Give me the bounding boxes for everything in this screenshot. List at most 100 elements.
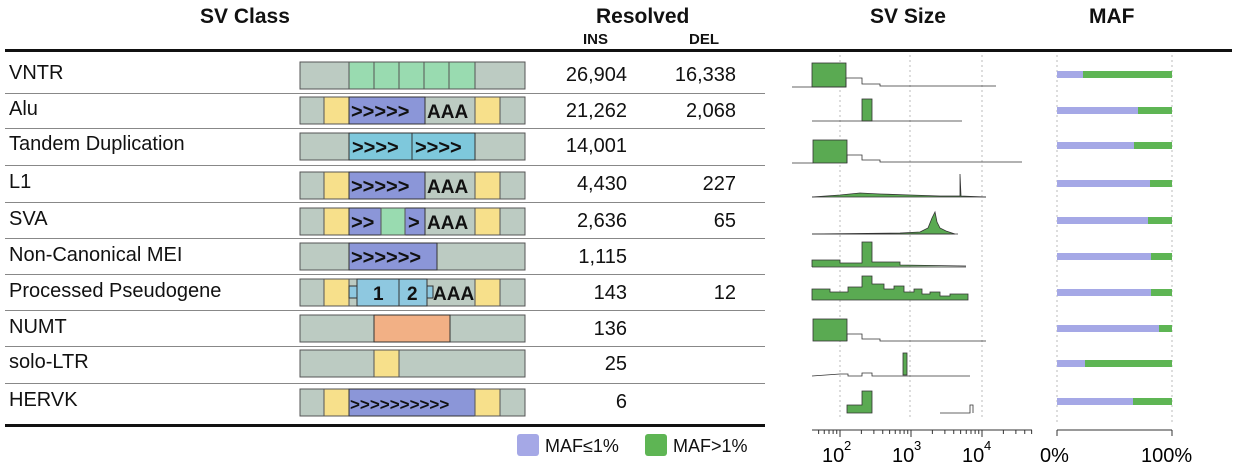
row-separator <box>5 93 765 94</box>
tandem-duplication-diagram: >>>> >>>> <box>299 132 526 161</box>
alu-polya: AAA <box>427 102 468 123</box>
ins-count: 14,001 <box>565 135 627 157</box>
ncmei-arrows: >>>>>> <box>351 247 421 269</box>
ins-header: INS <box>583 31 609 48</box>
header-rule <box>5 49 1232 52</box>
l1-arrows: >>>>> <box>351 176 409 198</box>
sv-size-header: SV Size <box>870 5 946 28</box>
pp-polya: AAA <box>433 284 474 305</box>
hervk-diagram: >>>>>>>>>> <box>299 388 526 417</box>
sv-class-header: SV Class <box>200 5 290 28</box>
hervk-arrows: >>>>>>>>>> <box>350 395 449 414</box>
ins-count: 2,636 <box>576 210 627 232</box>
solo-ltr-size-hist <box>811 352 970 377</box>
numt-diagram <box>299 314 526 343</box>
size-tick-exp-1e2: 2 <box>844 438 851 453</box>
ncmei-size-hist <box>811 241 967 268</box>
del-count: 12 <box>713 282 736 304</box>
sv-size-histograms: 10 2 10 3 10 4 <box>792 55 1033 467</box>
row-label: SVA <box>9 208 48 230</box>
maf-low-bar <box>1057 398 1133 405</box>
maf-high-bar <box>1150 180 1172 187</box>
maf-tick-100: 100% <box>1141 445 1192 467</box>
maf-high-bar <box>1148 217 1172 224</box>
maf-low-bar <box>1057 71 1083 78</box>
vntr-diagram <box>299 61 526 90</box>
row-label: Alu <box>9 98 38 120</box>
row-separator <box>5 238 765 239</box>
row-separator <box>5 274 765 275</box>
del-count: 65 <box>713 210 736 232</box>
alu-diagram: >>>>> AAA <box>299 96 526 125</box>
resolved-header: Resolved <box>596 5 690 28</box>
ins-count: 1,115 <box>578 246 627 268</box>
hervk-size-hist <box>846 390 974 414</box>
td-arrows-2: >>>> <box>415 137 462 159</box>
size-tick-label-1e4: 10 <box>962 445 984 467</box>
row-separator <box>5 165 765 166</box>
maf-high-bar <box>1159 325 1172 332</box>
row-separator <box>5 128 765 129</box>
l1-size-hist <box>811 173 987 198</box>
row-separator <box>5 383 765 384</box>
sva-diagram: >> > AAA <box>299 207 526 236</box>
sva-arrows-2: > <box>408 212 420 234</box>
pp-exon-2: 2 <box>407 284 418 305</box>
l1-diagram: >>>>> AAA <box>299 171 526 200</box>
maf-low-bar <box>1057 107 1138 114</box>
vntr-size-hist <box>792 62 996 88</box>
alu-arrows: >>>>> <box>351 101 409 123</box>
solo-ltr-diagram <box>299 349 526 378</box>
maf-high-bar <box>1151 289 1172 296</box>
maf-high-bar <box>1133 398 1172 405</box>
size-tick-label-1e2: 10 <box>822 445 844 467</box>
legend-low-label: MAF≤1% <box>545 436 619 456</box>
size-tick-label-1e3: 10 <box>892 445 914 467</box>
l1-polya: AAA <box>427 177 468 198</box>
row-label: L1 <box>9 171 32 193</box>
size-axis: 10 2 10 3 10 4 <box>812 429 1033 467</box>
row-label: Processed Pseudogene <box>9 280 222 302</box>
row-label: Tandem Duplication <box>9 133 185 155</box>
maf-header: MAF <box>1089 5 1135 28</box>
td-arrows-1: >>>> <box>352 137 399 159</box>
processed-pseudogene-diagram: 1 2 AAA <box>299 278 526 307</box>
maf-low-bar <box>1057 180 1150 187</box>
maf-low-bar <box>1057 217 1148 224</box>
del-count: 2,068 <box>685 100 736 122</box>
del-count: 227 <box>702 173 736 195</box>
row-separator <box>5 310 765 311</box>
sva-arrows-1: >> <box>351 212 374 234</box>
pp-exon-1: 1 <box>373 284 384 305</box>
maf-low-bar <box>1057 142 1134 149</box>
maf-axis: 0% 100% <box>1040 55 1192 467</box>
td-size-hist <box>792 139 1022 164</box>
non-canonical-mei-diagram: >>>>>> <box>299 242 526 271</box>
legend-high-label: MAF>1% <box>673 436 748 456</box>
row-label: solo-LTR <box>9 351 89 373</box>
maf-high-bar <box>1134 142 1172 149</box>
ins-count: 26,904 <box>565 64 627 86</box>
maf-high-bar <box>1138 107 1172 114</box>
ins-count: 136 <box>593 318 627 340</box>
ins-count: 25 <box>604 353 627 375</box>
row-label: HERVK <box>9 389 78 411</box>
row-label: NUMT <box>9 316 67 338</box>
alu-size-hist <box>812 98 962 122</box>
del-header: DEL <box>689 31 719 48</box>
numt-size-hist <box>812 318 986 342</box>
row-separator <box>5 346 765 347</box>
maf-low-bar <box>1057 289 1151 296</box>
legend-high-swatch <box>645 434 667 456</box>
legend-low-swatch <box>517 434 539 456</box>
sva-polya: AAA <box>427 213 468 234</box>
ins-count: 21,262 <box>565 100 627 122</box>
size-tick-exp-1e3: 3 <box>914 438 921 453</box>
maf-low-bar <box>1057 325 1159 332</box>
ins-count: 6 <box>615 391 627 413</box>
ins-count: 4,430 <box>576 173 627 195</box>
sva-size-hist <box>811 210 958 235</box>
maf-high-bar <box>1085 360 1172 367</box>
size-tick-exp-1e4: 4 <box>984 438 991 453</box>
